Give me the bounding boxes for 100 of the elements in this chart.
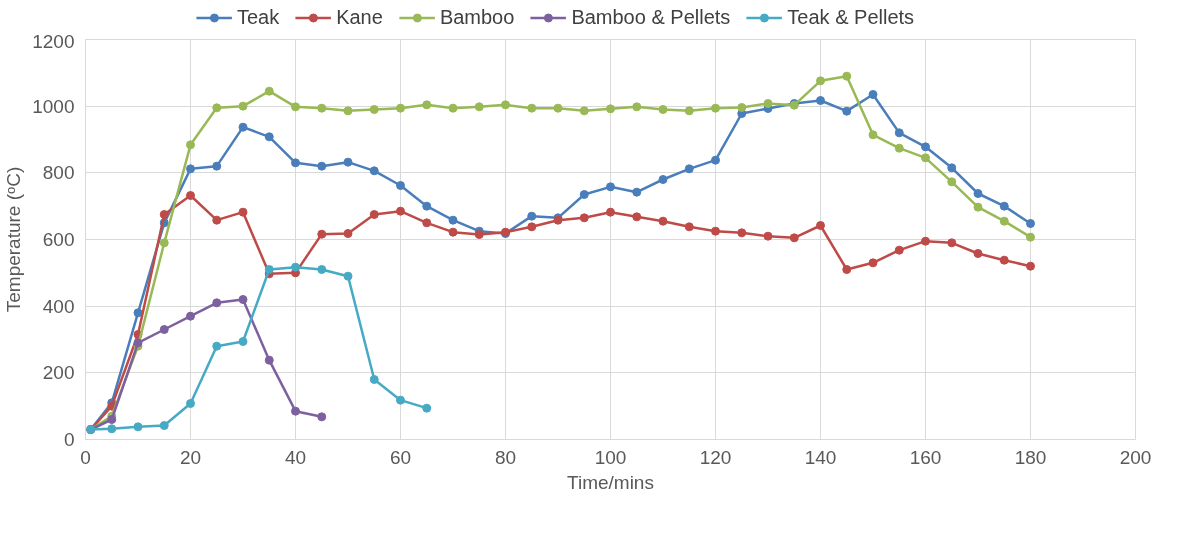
point [212, 215, 222, 225]
point [973, 202, 983, 212]
legend-label: Teak [236, 5, 280, 29]
x-tick-label: 120 [699, 446, 732, 468]
point [579, 106, 589, 116]
point [894, 143, 904, 153]
point [763, 231, 773, 241]
point [842, 71, 852, 81]
point [264, 355, 274, 365]
point [947, 238, 957, 248]
point [264, 132, 274, 142]
point [396, 206, 405, 216]
point [448, 215, 458, 225]
point [711, 226, 720, 236]
point [868, 258, 878, 268]
point [816, 221, 825, 230]
point [658, 175, 668, 184]
point [133, 308, 143, 318]
legend-label: Kane [336, 5, 383, 29]
y-tick-label: 1200 [32, 30, 75, 52]
x-tick-label: 20 [179, 446, 202, 468]
point [606, 207, 615, 217]
point [632, 212, 642, 222]
point [133, 422, 143, 432]
y-tick-label: 0 [63, 429, 75, 450]
point [658, 216, 668, 226]
point [238, 101, 248, 111]
point [501, 100, 510, 110]
point [159, 325, 169, 334]
point [999, 201, 1009, 211]
x-tick-label: 40 [284, 446, 307, 468]
point [343, 106, 353, 116]
point [448, 227, 458, 237]
point [842, 106, 852, 116]
point [1026, 261, 1035, 271]
point [474, 230, 484, 239]
point [264, 86, 274, 96]
point [684, 222, 694, 232]
point [527, 103, 537, 113]
point [553, 103, 563, 113]
point [632, 102, 642, 112]
point [947, 177, 957, 187]
x-axis-title: Time/mins [567, 471, 654, 493]
point [238, 295, 248, 304]
legend-label: Bamboo & Pellets [571, 5, 731, 29]
point [369, 105, 379, 114]
point [396, 103, 405, 113]
point [684, 164, 694, 174]
point [212, 298, 222, 308]
point [107, 415, 117, 424]
point [238, 207, 248, 217]
point [343, 271, 353, 281]
point [632, 187, 642, 197]
y-tick-label: 400 [42, 295, 75, 317]
point [606, 182, 615, 192]
point [894, 128, 904, 138]
point [422, 403, 432, 413]
point [973, 249, 983, 258]
x-tick-label: 180 [1014, 446, 1047, 468]
point [107, 424, 117, 434]
point [999, 255, 1009, 265]
point [711, 155, 720, 165]
point [186, 164, 195, 174]
legend-label: Teak & Pellets [787, 5, 915, 29]
y-axis-title: Temperature (ᵒC) [3, 166, 25, 313]
point [737, 228, 747, 238]
y-tick-label: 1000 [32, 95, 75, 117]
x-tick-label: 60 [389, 446, 412, 468]
y-tick-label: 600 [42, 229, 75, 250]
point [212, 103, 222, 113]
point [789, 233, 799, 243]
point [317, 412, 327, 422]
legend-label: Bamboo [439, 5, 515, 29]
point [186, 140, 195, 150]
point [369, 375, 379, 384]
point [868, 130, 878, 140]
x-tick-label: 100 [594, 446, 627, 468]
y-tick-label: 800 [42, 162, 75, 184]
point [606, 104, 615, 114]
point [1026, 219, 1035, 228]
point [186, 311, 195, 321]
point [343, 157, 353, 167]
point [999, 216, 1009, 226]
y-tick-label: 200 [42, 362, 75, 384]
x-tick-label: 200 [1119, 446, 1152, 468]
x-tick-label: 80 [494, 446, 517, 468]
point [684, 106, 694, 116]
point [422, 201, 432, 211]
point [159, 210, 169, 219]
point [579, 213, 589, 223]
point [711, 103, 720, 113]
point [816, 96, 825, 105]
point [816, 76, 825, 86]
point [291, 158, 300, 168]
point [317, 103, 327, 113]
point [921, 236, 930, 246]
point [921, 142, 930, 152]
point [579, 190, 589, 199]
point [842, 265, 852, 274]
point [894, 245, 904, 255]
